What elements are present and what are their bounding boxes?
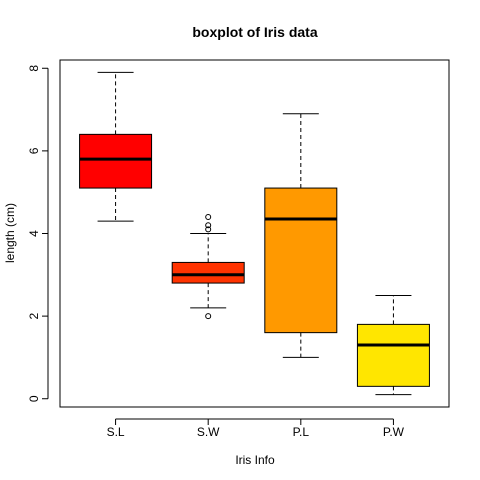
- chart-title: boxplot of Iris data: [192, 24, 317, 40]
- iqr-box: [79, 133, 153, 189]
- x-tick-label: S.W: [197, 425, 220, 439]
- x-tick-label: P.W: [383, 425, 405, 439]
- y-tick-label: 6: [27, 147, 41, 154]
- y-axis-label: length (cm): [3, 203, 17, 263]
- outlier-point: [205, 222, 212, 229]
- box-sl: [79, 71, 153, 222]
- outlier-point: [205, 226, 212, 233]
- x-tick-label: P.L: [293, 425, 310, 439]
- x-axis: S.L S.W P.L P.W: [107, 418, 405, 439]
- y-tick-label: 2: [27, 312, 41, 319]
- y-axis: 0 2 4 6 8: [27, 65, 49, 402]
- iqr-box: [171, 261, 245, 284]
- iqr-box: [264, 187, 338, 334]
- box-pl: [264, 113, 338, 358]
- plot-frame: [59, 59, 450, 408]
- x-axis-label: Iris Info: [235, 453, 275, 467]
- y-tick-label: 0: [27, 395, 41, 402]
- y-tick-label: 4: [27, 230, 41, 237]
- box-pw: [356, 294, 430, 396]
- iqr-box: [356, 323, 430, 387]
- y-tick-label: 8: [27, 65, 41, 72]
- outlier-point: [205, 313, 212, 320]
- x-tick-label: S.L: [107, 425, 125, 439]
- boxes-group: [79, 71, 430, 396]
- outlier-point: [205, 213, 212, 220]
- box-sw: [171, 213, 245, 320]
